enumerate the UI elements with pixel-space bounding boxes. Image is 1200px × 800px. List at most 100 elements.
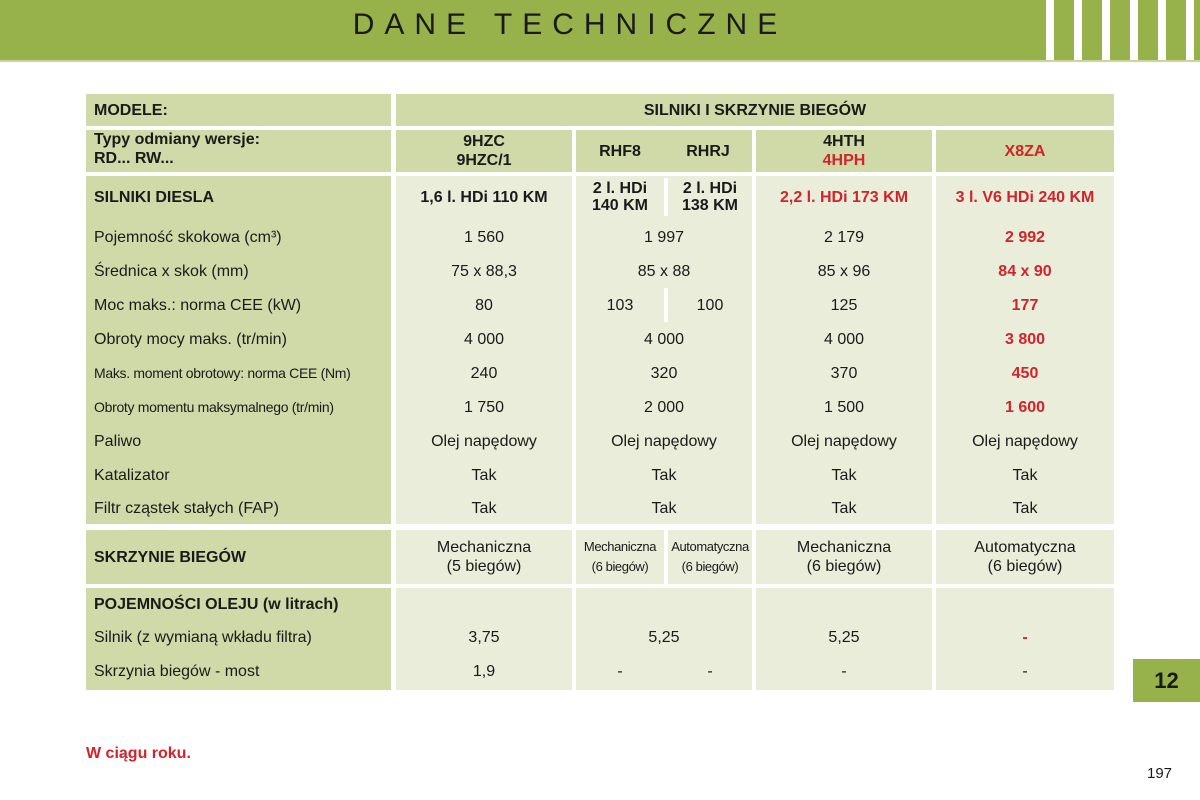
diesel-col2a: 2 l. HDi 140 KM: [576, 178, 664, 216]
oil-box-col2a: -: [617, 662, 623, 680]
type-col2: RHF8 RHRJ: [576, 130, 752, 172]
row-fuel-col1: Olej napędowy: [431, 432, 537, 450]
oil-engine-col2: 5,25: [648, 628, 680, 646]
row-fuel-col3: Olej napędowy: [791, 432, 897, 450]
oil-label: POJEMNOŚCI OLEJU (w litrach): [94, 595, 339, 613]
row-torque-label: Maks. moment obrotowy: norma CEE (Nm): [94, 364, 351, 381]
stripe-1: [1046, 0, 1054, 60]
type-col1: 9HZC 9HZC/1: [396, 130, 572, 172]
row-power-col2-divider: [664, 288, 668, 322]
spec-col3-block: [756, 176, 932, 524]
row-bore-stroke-col1: 75 x 88,3: [451, 262, 517, 280]
row-displacement-col1: 1 560: [463, 228, 505, 246]
oil-box-label: Skrzynia biegów - most: [94, 662, 260, 680]
row-displacement-col2: 1 997: [643, 228, 685, 246]
row-power-col2b: 100: [696, 296, 724, 314]
gearbox-col4-line1: Automatyczna: [974, 539, 1076, 556]
type-col3-line2: 4HPH: [822, 152, 866, 169]
type-col3: 4HTH 4HPH: [756, 130, 932, 172]
row-power-rpm-col4: 3 800: [1004, 330, 1046, 348]
row-power-col3: 125: [830, 296, 858, 314]
oil-engine-col1: 3,75: [468, 628, 500, 646]
gearbox-col1-line2: (5 biegów): [446, 558, 522, 575]
diesel-col3: 2,2 l. HDi 173 KM: [779, 188, 909, 206]
row-torque-rpm-col4: 1 600: [1004, 398, 1046, 416]
gearbox-col1-line1: Mechaniczna: [436, 539, 532, 556]
diesel-col4: 3 l. V6 HDi 240 KM: [955, 188, 1095, 206]
stripe-3: [1102, 0, 1110, 60]
row-bore-stroke-label: Średnica x skok (mm): [94, 262, 249, 280]
row-torque-rpm-col3: 1 500: [823, 398, 865, 416]
row-catalyst-col4: Tak: [1012, 466, 1038, 484]
oil-engine-col3: 5,25: [828, 628, 860, 646]
row-fuel-col2: Olej napędowy: [611, 432, 717, 450]
gearbox-col3-line2: (6 biegów): [806, 558, 882, 575]
row-catalyst-col2: Tak: [651, 466, 677, 484]
row-torque-rpm-col1: 1 750: [463, 398, 505, 416]
gearbox-col3-line1: Mechaniczna: [796, 539, 892, 556]
row-torque-col4: 450: [1011, 364, 1039, 382]
stripe-5: [1158, 0, 1166, 60]
gearbox-col4: Automatyczna (6 biegów): [936, 530, 1114, 584]
gearbox-col2a-line1: Mechaniczna: [583, 539, 657, 554]
oil-box-col1: 1,9: [472, 662, 496, 680]
row-catalyst-col3: Tak: [831, 466, 857, 484]
row-torque-col2: 320: [650, 364, 678, 382]
row-fap-col4: Tak: [1012, 499, 1038, 517]
gearbox-col2b-line2: (6 biegów): [681, 559, 739, 574]
row-power-col4: 177: [1011, 296, 1039, 314]
gearbox-col2a-line2: (6 biegów): [591, 559, 649, 574]
oil-col2-block: [576, 588, 752, 690]
header-divider: [0, 60, 1200, 62]
type-col2a: RHF8: [599, 142, 641, 160]
row-bore-stroke-col3: 85 x 96: [817, 262, 871, 280]
stripe-6: [1186, 0, 1194, 60]
type-col4: X8ZA: [936, 130, 1114, 172]
oil-box-col3: -: [841, 662, 847, 680]
row-power-rpm-col3: 4 000: [823, 330, 865, 348]
row-torque-col1: 240: [470, 364, 498, 382]
row-fap-col2: Tak: [651, 499, 677, 517]
row-fuel-col4: Olej napędowy: [972, 432, 1078, 450]
row-fap-col1: Tak: [471, 499, 497, 517]
type-col2b: RHRJ: [686, 142, 730, 160]
stripe-2: [1074, 0, 1082, 60]
gearbox-col4-line2: (6 biegów): [987, 558, 1063, 575]
type-col1-line1: 9HZC: [463, 133, 505, 150]
row-displacement-col3: 2 179: [823, 228, 865, 246]
diesel-col2b-line2: 138 KM: [681, 197, 739, 214]
diesel-col2-divider: [664, 178, 668, 216]
row-power-col2a: 103: [606, 296, 634, 314]
page-number: 197: [1147, 765, 1173, 782]
oil-box-col2b: -: [707, 662, 713, 680]
stripe-4: [1130, 0, 1138, 60]
oil-label-block: [86, 588, 391, 690]
diesel-col1: 1,6 l. HDi 110 KM: [420, 188, 548, 206]
row-bore-stroke-col2: 85 x 88: [637, 262, 691, 280]
footnote: W ciągu roku.: [86, 745, 191, 762]
gearbox-label: SKRZYNIE BIEGÓW: [86, 530, 391, 584]
row-power-label: Moc maks.: norma CEE (kW): [94, 296, 302, 314]
chapter-tab[interactable]: 12: [1133, 659, 1200, 702]
diesel-label: SILNIKI DIESLA: [94, 188, 215, 206]
header-band: [0, 0, 1200, 60]
type-col3-line1: 4HTH: [823, 133, 865, 150]
oil-col3-block: [756, 588, 932, 690]
types-label: Typy odmiany wersje: RD... RW...: [86, 130, 391, 172]
technical-data-table: MODELE: SILNIKI I SKRZYNIE BIEGÓW Typy o…: [86, 94, 1114, 690]
spec-col4-block: [936, 176, 1114, 524]
row-fuel-label: Paliwo: [94, 432, 142, 450]
type-col1-line2: 9HZC/1: [456, 152, 512, 169]
row-power-rpm-col2: 4 000: [643, 330, 685, 348]
gearbox-col2a: Mechaniczna (6 biegów): [576, 530, 664, 584]
oil-box-col4: -: [1022, 662, 1028, 680]
row-torque-col3: 370: [830, 364, 858, 382]
types-label-line1: Typy odmiany wersje:: [94, 131, 260, 148]
row-displacement-label: Pojemność skokowa (cm³): [94, 228, 282, 246]
row-displacement-col4: 2 992: [1004, 228, 1046, 246]
row-fap-col3: Tak: [831, 499, 857, 517]
models-header: MODELE:: [86, 94, 391, 126]
gearbox-col3: Mechaniczna (6 biegów): [756, 530, 932, 584]
diesel-col2a-line1: 2 l. HDi: [592, 180, 648, 197]
gearbox-col2b-line1: Automatyczna: [671, 539, 749, 554]
